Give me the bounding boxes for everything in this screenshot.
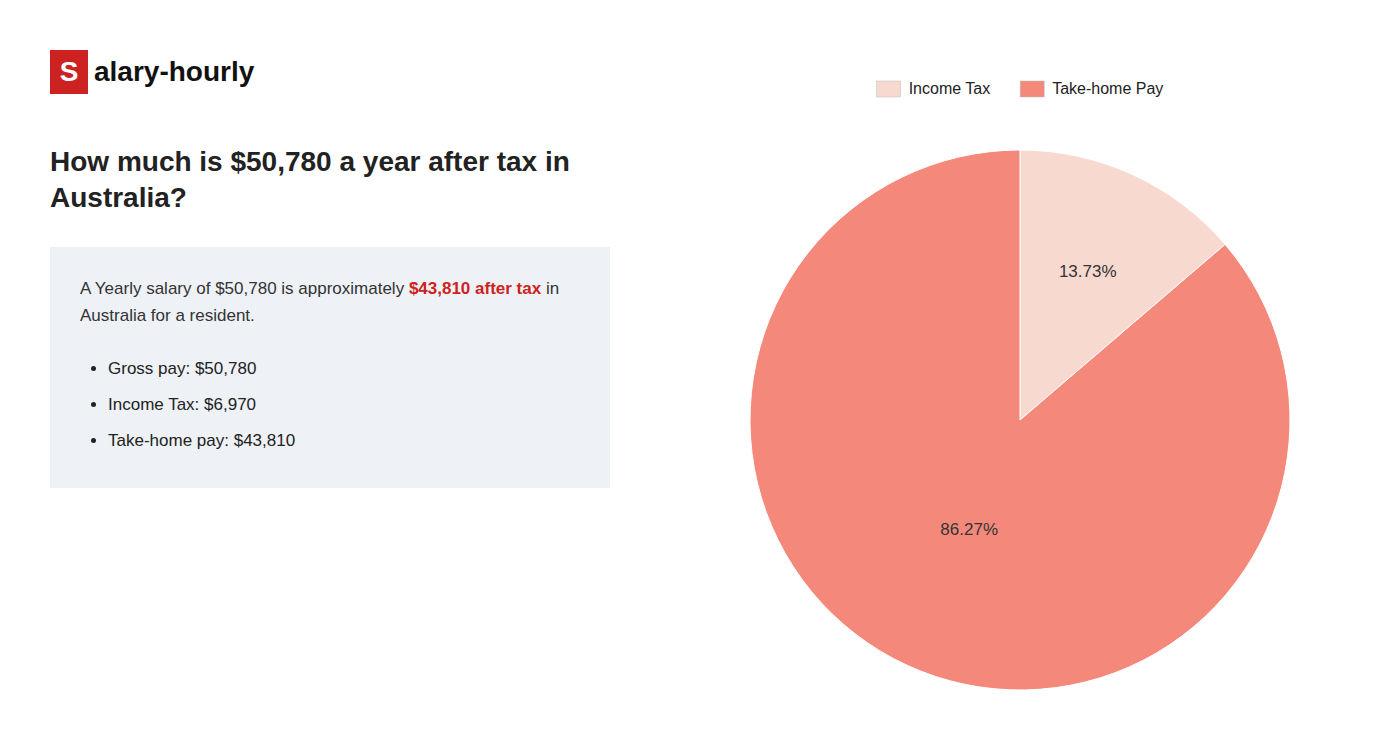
slices [750,150,1290,690]
bullet-item: Income Tax: $6,970 [108,387,580,423]
pie-chart: 13.73% 86.27% Income Tax Take-home Pay [640,0,1400,750]
data-label: 86.27% [940,520,998,539]
summary-text: Australia for a resident. [80,306,255,325]
legend-swatch [1020,81,1044,97]
logo-box: S [50,50,88,94]
legend-item: Income Tax [877,80,991,97]
logo-text: alary-hourly [94,56,254,88]
title: How much is $50,780 a year after tax in … [50,144,610,217]
data-label: 13.73% [1059,262,1117,281]
legend: Income Tax Take-home Pay [877,80,1164,97]
legend-label: Take-home Pay [1052,80,1163,97]
legend-label: Income Tax [909,80,991,97]
info-box: A Yearly salary of $50,780 is approximat… [50,247,610,488]
bullet-list: Gross pay: $50,780Income Tax: $6,970Take… [80,351,580,458]
bullet-item: Take-home pay: $43,810 [108,423,580,459]
summary-highlight: $43,810 after tax [409,279,541,298]
data-labels: 13.73% 86.27% [940,262,1116,539]
legend-swatch [877,81,901,97]
summary-text: A Yearly salary of $50,780 is approximat… [80,279,409,298]
legend-item: Take-home Pay [1020,80,1163,97]
text-panel: Salary-hourly How much is $50,780 a year … [0,0,640,750]
summary-text: in [541,279,559,298]
summary: A Yearly salary of $50,780 is approximat… [80,275,580,329]
logo: Salary-hourly [50,50,610,94]
slice [750,150,1290,690]
bullet-item: Gross pay: $50,780 [108,351,580,387]
